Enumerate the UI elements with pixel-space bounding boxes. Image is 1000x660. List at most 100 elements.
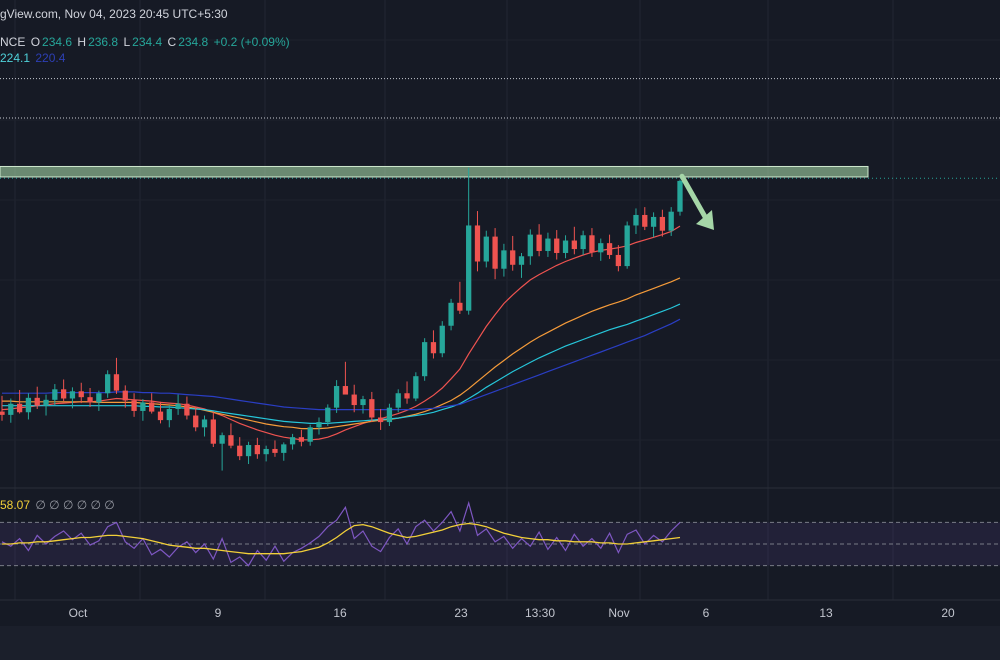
ma-value-1: 224.1 [0, 51, 31, 65]
symbol-fragment: NCE [0, 35, 26, 49]
candle [298, 429, 305, 447]
candle [113, 357, 120, 394]
candle-body [510, 250, 516, 265]
candle-body [360, 399, 366, 406]
time-tick-label: 23 [454, 606, 468, 620]
candle-body [483, 236, 489, 262]
watermark-text: gView.com, Nov 04, 2023 20:45 UTC+5:30 [0, 7, 228, 21]
watermark-line: gView.com, Nov 04, 2023 20:45 UTC+5:30 [0, 7, 230, 21]
candle [483, 230, 489, 268]
candle-body [668, 211, 674, 231]
candle-body [272, 448, 278, 453]
candle-body [633, 214, 639, 226]
candle [659, 209, 666, 237]
candle [492, 228, 498, 280]
candle-body [377, 417, 384, 423]
candle-body [333, 386, 340, 408]
candle-body [245, 445, 252, 457]
high-label: H [77, 35, 87, 49]
moving-average-line [2, 277, 681, 430]
candle [501, 243, 507, 277]
bottom-bar [0, 626, 1000, 660]
candle-body [536, 234, 542, 252]
candle-body [131, 400, 137, 411]
rsi-ma-line [2, 522, 681, 555]
candle-body [571, 240, 577, 250]
change-value: +0.2 (+0.09%) [213, 35, 290, 49]
moving-average-line [1, 225, 681, 441]
candle [254, 437, 260, 459]
time-axis: Oct 9 16 23 13:30 Nov 6 13 20 [0, 599, 1000, 660]
candle [325, 404, 331, 427]
moving-average-line [2, 318, 681, 411]
candle [677, 179, 683, 216]
candle [466, 167, 472, 315]
candle-body [659, 216, 666, 231]
candle-body [96, 393, 102, 403]
candle [369, 391, 375, 423]
candle-body [254, 445, 260, 455]
candle [60, 379, 67, 402]
candle [457, 281, 463, 314]
candle [228, 423, 234, 449]
candle [272, 440, 278, 457]
breakout-arrow-head [696, 210, 714, 230]
candle [342, 361, 349, 395]
candle [615, 245, 622, 272]
candle [105, 370, 111, 398]
candle [219, 432, 225, 471]
candle [650, 212, 657, 238]
candle [175, 394, 181, 415]
candle-body [589, 235, 595, 253]
candle [536, 224, 542, 257]
ma-values-line: 224.1 220.4 [0, 51, 67, 65]
candle-body [501, 250, 507, 269]
candle-body [404, 393, 410, 399]
candle-body [395, 393, 401, 408]
candle-body [52, 389, 58, 400]
candle-body [219, 435, 225, 444]
candle [413, 372, 419, 402]
candle [360, 395, 366, 414]
time-tick-label: 9 [215, 606, 222, 620]
candle-body [0, 411, 5, 415]
candle [237, 437, 243, 461]
candle [245, 441, 252, 465]
rsi-pane [0, 500, 1000, 567]
candle-body [624, 225, 630, 267]
candle-body [8, 403, 14, 415]
candle-body [281, 444, 287, 453]
rsi-header: 58.07 ∅ ∅ ∅ ∅ ∅ ∅ [0, 498, 117, 512]
candle-body [386, 407, 393, 423]
open-label: O [30, 35, 41, 49]
candle-body [325, 407, 331, 423]
grid-lines [0, 0, 1000, 622]
candle [43, 394, 49, 416]
candle [16, 389, 23, 414]
candle-body [554, 238, 560, 253]
candle-body [78, 391, 84, 398]
candle-body [289, 437, 296, 445]
candle-body [87, 397, 93, 403]
candle-body [113, 374, 120, 391]
candle-body [105, 374, 111, 394]
candle-body [184, 403, 190, 416]
candlesticks [0, 167, 683, 471]
resistance-zone [0, 165, 869, 178]
candle-body [298, 437, 305, 442]
candle-body [562, 240, 569, 253]
candle [554, 230, 560, 260]
candle-body [157, 411, 164, 421]
candle [210, 411, 216, 447]
candle-body [422, 342, 428, 377]
candle [351, 384, 357, 413]
rsi-value: 58.07 [0, 498, 31, 512]
candle [395, 389, 401, 413]
candle [34, 386, 40, 409]
candle [157, 401, 164, 424]
candle [193, 407, 199, 432]
candle [518, 252, 525, 278]
candle [545, 232, 551, 257]
